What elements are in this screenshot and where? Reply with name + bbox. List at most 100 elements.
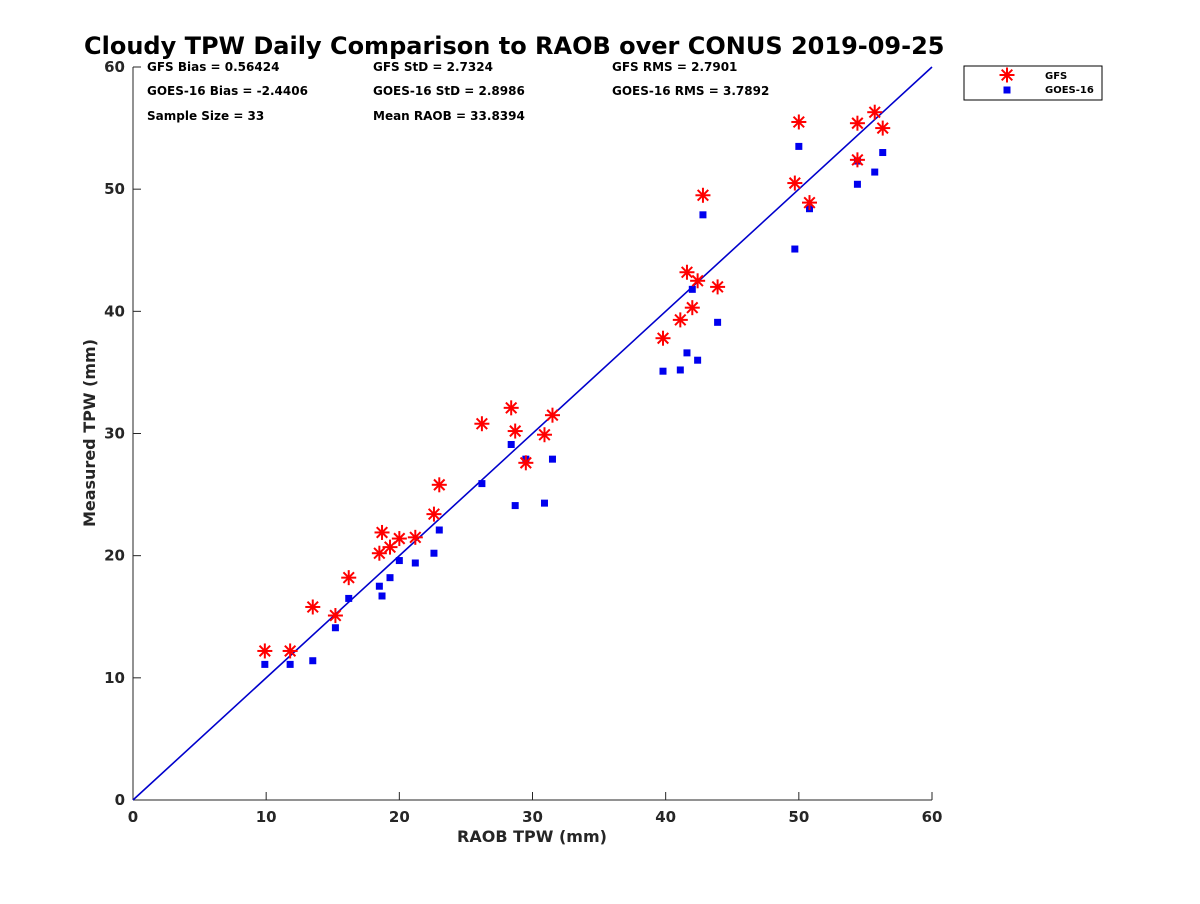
goes16-point <box>694 356 702 364</box>
y-tick-label: 20 <box>104 547 125 565</box>
legend-goes16-marker <box>1003 86 1011 94</box>
gfs-point <box>426 506 442 522</box>
gfs-point <box>391 531 407 547</box>
gfs-point <box>672 312 688 328</box>
gfs-point <box>305 599 321 615</box>
y-tick-label: 40 <box>104 302 125 320</box>
y-tick-label: 60 <box>104 58 125 76</box>
gfs-point <box>684 300 700 316</box>
goes16-point <box>795 142 803 150</box>
gfs-point <box>374 524 390 540</box>
goes16-point <box>507 440 515 448</box>
stat-goes-bias: GOES-16 Bias = -2.4406 <box>147 84 308 98</box>
x-tick-label: 30 <box>522 808 543 826</box>
gfs-point <box>341 570 357 586</box>
gfs-point <box>849 115 865 131</box>
gfs-point <box>695 187 711 203</box>
x-tick-label: 20 <box>389 808 410 826</box>
legend-box <box>963 65 1103 101</box>
gfs-point <box>431 477 447 493</box>
goes16-point <box>683 349 691 357</box>
goes16-point <box>548 455 556 463</box>
gfs-point <box>679 264 695 280</box>
goes16-point <box>286 660 294 668</box>
stat-goes-rms: GOES-16 RMS = 3.7892 <box>612 84 769 98</box>
chart-title: Cloudy TPW Daily Comparison to RAOB over… <box>84 32 944 60</box>
goes16-point <box>871 168 879 176</box>
goes16-point <box>540 499 548 507</box>
gfs-point <box>791 114 807 130</box>
gfs-point <box>507 423 523 439</box>
legend-goes16-label: GOES-16 <box>1045 85 1094 96</box>
gfs-point <box>710 279 726 295</box>
goes16-point <box>853 180 861 188</box>
x-tick-label: 0 <box>128 808 138 826</box>
stat-gfs-bias: GFS Bias = 0.56424 <box>147 60 279 74</box>
gfs-point <box>867 104 883 120</box>
goes16-point <box>478 480 486 488</box>
goes16-point <box>375 582 383 590</box>
goes16-point <box>331 624 339 632</box>
goes16-point <box>714 318 722 326</box>
gfs-point <box>474 416 490 432</box>
goes16-point <box>411 559 419 567</box>
goes16-point <box>430 549 438 557</box>
gfs-point <box>655 330 671 346</box>
y-axis-label: Measured TPW (mm) <box>80 339 99 527</box>
goes16-point <box>435 526 443 534</box>
stat-gfs-std: GFS StD = 2.7324 <box>373 60 493 74</box>
gfs-point <box>787 175 803 191</box>
goes16-point <box>676 366 684 374</box>
gfs-point <box>544 407 560 423</box>
gfs-point <box>257 643 273 659</box>
goes16-point <box>395 557 403 565</box>
stats-block: GFS Bias = 0.56424 GFS StD = 2.7324 GFS … <box>147 60 769 123</box>
gfs-point <box>801 195 817 211</box>
series-goes16 <box>261 142 887 668</box>
gfs-point <box>849 152 865 168</box>
y-tick-label: 50 <box>104 180 125 198</box>
gfs-point <box>382 539 398 555</box>
goes16-point <box>309 657 317 665</box>
legend-gfs-label: GFS <box>1045 71 1067 82</box>
goes16-point <box>879 149 887 157</box>
stat-goes-std: GOES-16 StD = 2.8986 <box>373 84 525 98</box>
legend-gfs-marker <box>999 67 1015 83</box>
gfs-point <box>282 643 298 659</box>
reference-line-group <box>132 66 933 801</box>
gfs-point <box>371 545 387 561</box>
one-to-one-line <box>132 66 933 801</box>
legend: GFS GOES-16 <box>963 65 1103 101</box>
x-tick-label: 10 <box>256 808 277 826</box>
x-tick-label: 40 <box>655 808 676 826</box>
legend-goes16-square <box>1003 86 1011 94</box>
stat-mean-raob: Mean RAOB = 33.8394 <box>373 109 525 123</box>
goes16-point <box>699 211 707 219</box>
y-tick-label: 30 <box>104 425 125 443</box>
goes16-point <box>345 594 353 602</box>
goes16-point <box>386 574 394 582</box>
gfs-point <box>690 273 706 289</box>
x-tick-label: 50 <box>788 808 809 826</box>
goes16-point <box>659 367 667 375</box>
gfs-point <box>536 427 552 443</box>
gfs-point <box>503 400 519 416</box>
x-tick-label: 60 <box>922 808 943 826</box>
goes16-point <box>688 285 696 293</box>
series-gfs <box>257 104 891 659</box>
stat-sample-size: Sample Size = 33 <box>147 109 264 123</box>
gfs-point <box>875 120 891 136</box>
goes16-point <box>791 245 799 253</box>
axes: 0 10 20 30 40 50 60 0 10 20 30 40 50 60 <box>104 58 942 826</box>
gfs-point <box>327 608 343 624</box>
gfs-point <box>407 529 423 545</box>
y-tick-label: 10 <box>104 669 125 687</box>
y-tick-label: 0 <box>115 791 125 809</box>
goes16-point <box>511 502 519 510</box>
goes16-point <box>378 592 386 600</box>
gfs-point <box>518 455 534 471</box>
x-axis-label: RAOB TPW (mm) <box>457 827 607 846</box>
goes16-point <box>261 660 269 668</box>
